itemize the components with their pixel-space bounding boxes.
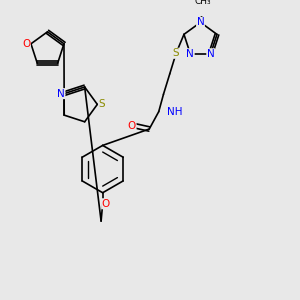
Text: N: N [57, 88, 65, 99]
Text: N: N [207, 49, 214, 59]
Text: N: N [186, 49, 194, 59]
Text: O: O [128, 121, 136, 131]
Text: NH: NH [167, 106, 182, 117]
Text: S: S [173, 48, 179, 58]
Text: CH₃: CH₃ [195, 0, 211, 6]
Text: O: O [102, 199, 110, 209]
Text: N: N [196, 17, 204, 27]
Text: O: O [22, 39, 30, 49]
Text: S: S [99, 99, 105, 110]
